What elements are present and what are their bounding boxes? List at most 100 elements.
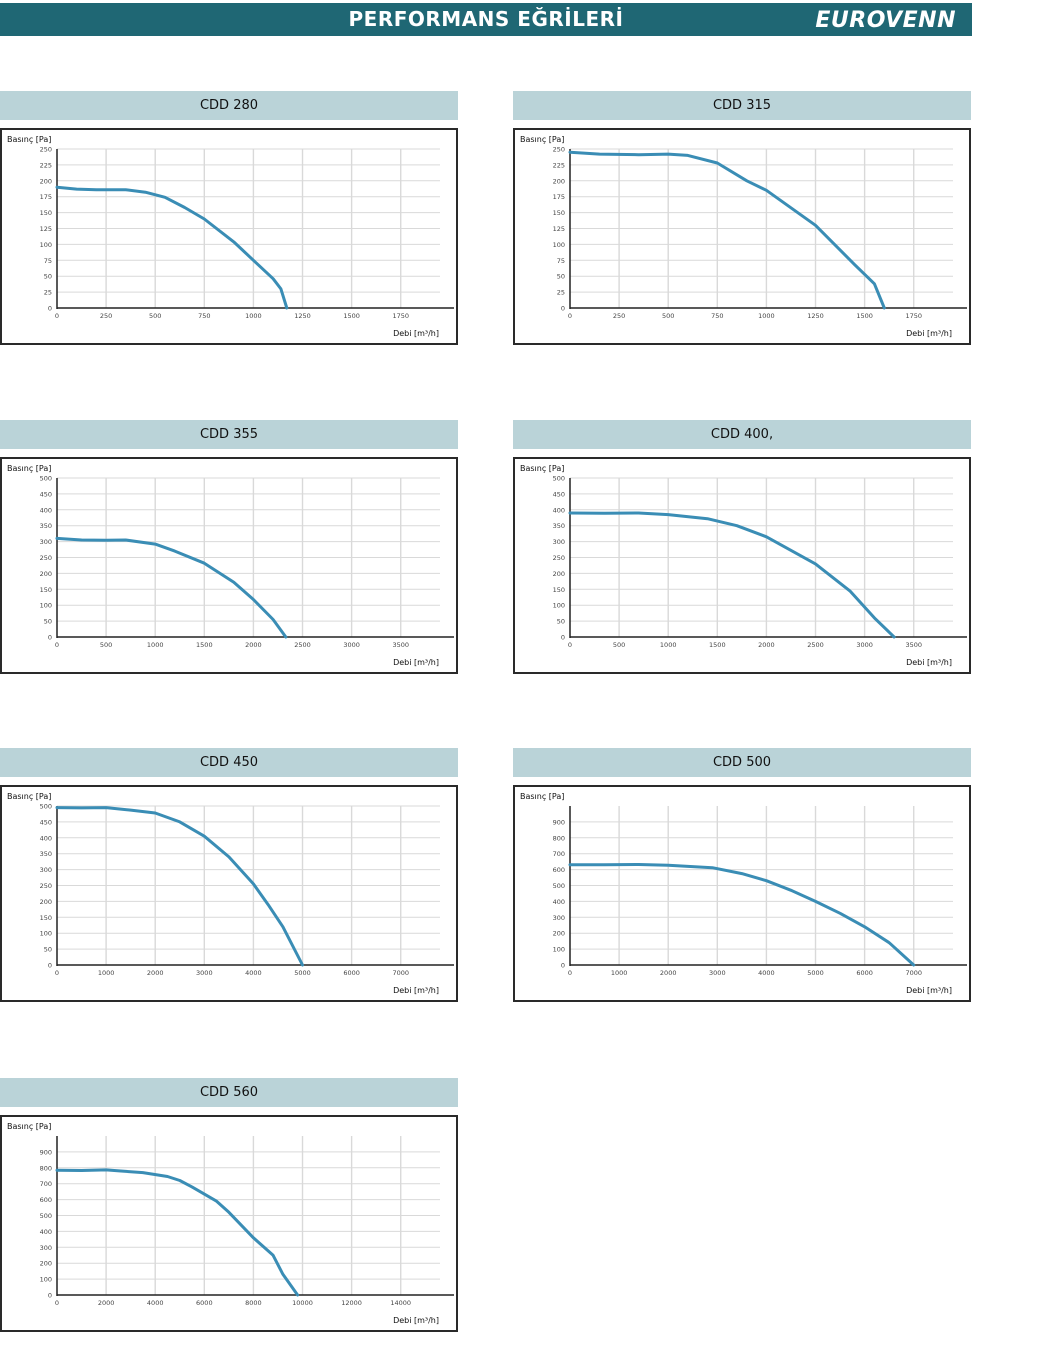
y-tick-label: 100 (40, 602, 52, 610)
y-tick-label: 100 (553, 602, 565, 610)
y-tick-label: 0 (561, 305, 565, 313)
x-tick-label: 500 (613, 641, 625, 649)
y-axis-label: Basınç [Pa] (520, 135, 565, 144)
performance-curve (55, 536, 288, 639)
y-tick-label: 500 (553, 882, 565, 890)
x-tick-label: 1500 (196, 641, 213, 649)
y-tick-label: 400 (40, 506, 52, 514)
y-tick-label: 300 (40, 1244, 52, 1252)
y-tick-label: 150 (40, 586, 52, 594)
y-tick-label: 175 (40, 193, 52, 201)
chart-title: CDD 400, (513, 420, 971, 449)
chart-title: CDD 280 (0, 91, 458, 120)
performance-curve (55, 806, 304, 967)
x-tick-label: 750 (711, 312, 723, 320)
y-tick-label: 450 (40, 818, 52, 826)
x-tick-label: 3000 (196, 969, 213, 977)
y-tick-label: 500 (40, 475, 52, 483)
x-tick-label: 7000 (392, 969, 409, 977)
y-tick-label: 225 (40, 161, 52, 169)
y-axis-label: Basınç [Pa] (520, 464, 565, 473)
x-tick-label: 0 (55, 641, 59, 649)
x-axis-label: Debi [m³/h] (393, 986, 439, 995)
y-tick-label: 200 (40, 898, 52, 906)
y-tick-label: 50 (44, 946, 52, 954)
y-axis-label: Basınç [Pa] (7, 464, 52, 473)
x-tick-label: 1500 (856, 312, 873, 320)
x-tick-label: 4000 (147, 1299, 164, 1307)
y-tick-label: 200 (553, 177, 565, 185)
x-tick-label: 2000 (147, 969, 164, 977)
y-tick-label: 150 (553, 586, 565, 594)
y-tick-label: 150 (40, 914, 52, 922)
x-axis-label: Debi [m³/h] (393, 658, 439, 667)
performance-curve (568, 511, 896, 639)
x-tick-label: 1250 (807, 312, 824, 320)
x-tick-label: 250 (100, 312, 112, 320)
y-tick-label: 150 (553, 209, 565, 217)
x-tick-label: 1000 (245, 312, 262, 320)
y-axis-label: Basınç [Pa] (7, 792, 52, 801)
y-tick-label: 300 (553, 538, 565, 546)
chart-panel: Basınç [Pa] Debi [m³/h] 0 25 50 75 100 125 150 17… (0, 128, 458, 345)
x-tick-label: 1250 (294, 312, 311, 320)
chart-title: CDD 500 (513, 748, 971, 777)
y-tick-label: 700 (40, 1180, 52, 1188)
x-tick-label: 1000 (147, 641, 164, 649)
chart-panel: Basınç [Pa] Debi [m³/h] 0 50 100 150 200 250 300… (513, 457, 971, 674)
y-tick-label: 100 (40, 241, 52, 249)
y-tick-label: 500 (40, 1212, 52, 1220)
x-tick-label: 0 (55, 969, 59, 977)
x-tick-label: 4000 (758, 969, 775, 977)
x-tick-label: 500 (100, 641, 112, 649)
y-tick-label: 200 (40, 177, 52, 185)
y-tick-label: 450 (40, 490, 52, 498)
x-tick-label: 1500 (343, 312, 360, 320)
chart-title: CDD 560 (0, 1078, 458, 1107)
y-tick-label: 0 (48, 962, 52, 970)
y-tick-label: 600 (553, 866, 565, 874)
y-tick-label: 225 (553, 161, 565, 169)
y-tick-label: 200 (40, 1260, 52, 1268)
x-tick-label: 2500 (294, 641, 311, 649)
x-axis-label: Debi [m³/h] (906, 329, 952, 338)
y-tick-label: 900 (40, 1148, 52, 1156)
y-tick-label: 500 (553, 475, 565, 483)
y-tick-label: 175 (553, 193, 565, 201)
x-tick-label: 3000 (343, 641, 360, 649)
y-tick-label: 600 (40, 1196, 52, 1204)
y-tick-label: 500 (40, 803, 52, 811)
x-tick-label: 6000 (856, 969, 873, 977)
chart-title: CDD 450 (0, 748, 458, 777)
x-tick-label: 5000 (807, 969, 824, 977)
chart-panel: Basınç [Pa] Debi [m³/h] 0 100 200 300 400 500 60… (513, 785, 971, 1002)
x-tick-label: 2500 (807, 641, 824, 649)
y-tick-label: 800 (40, 1164, 52, 1172)
x-tick-label: 3500 (392, 641, 409, 649)
chart-panel: Basınç [Pa] Debi [m³/h] 0 25 50 75 100 125 150 17… (513, 128, 971, 345)
x-tick-label: 2000 (245, 641, 262, 649)
y-tick-label: 200 (40, 570, 52, 578)
y-tick-label: 350 (553, 522, 565, 530)
y-tick-label: 50 (44, 618, 52, 626)
x-axis-label: Debi [m³/h] (906, 986, 952, 995)
y-tick-label: 50 (44, 273, 52, 281)
x-tick-label: 1000 (758, 312, 775, 320)
y-tick-label: 200 (553, 570, 565, 578)
y-tick-label: 300 (553, 914, 565, 922)
y-tick-label: 25 (44, 289, 52, 297)
y-tick-label: 400 (553, 898, 565, 906)
y-tick-label: 350 (40, 850, 52, 858)
y-tick-label: 350 (40, 522, 52, 530)
y-tick-label: 25 (557, 289, 565, 297)
performance-curve (55, 1168, 300, 1297)
x-tick-label: 6000 (196, 1299, 213, 1307)
x-tick-label: 6000 (343, 969, 360, 977)
y-tick-label: 125 (553, 225, 565, 233)
x-tick-label: 3500 (905, 641, 922, 649)
y-tick-label: 400 (40, 1228, 52, 1236)
y-axis-label: Basınç [Pa] (7, 1122, 52, 1131)
page-title: PERFORMANS EĞRİLERİ (348, 7, 624, 31)
chart-panel: Basınç [Pa] Debi [m³/h] 0 100 200 300 400 500 60… (0, 1115, 458, 1332)
y-tick-label: 125 (40, 225, 52, 233)
